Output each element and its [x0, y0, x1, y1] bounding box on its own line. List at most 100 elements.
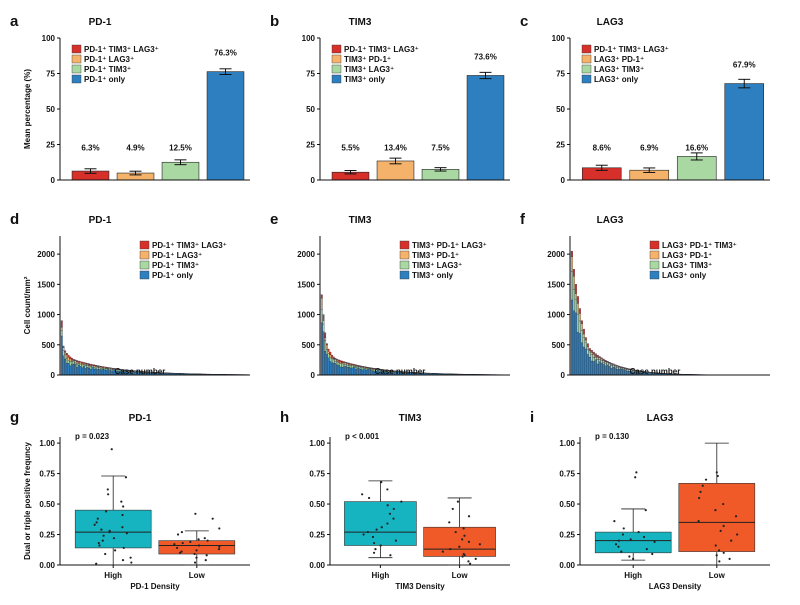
stack-segment — [73, 359, 75, 360]
stack-segment — [365, 368, 367, 369]
data-point — [448, 521, 450, 523]
stack-segment — [585, 340, 587, 342]
stack-segment — [577, 332, 579, 375]
stack-segment — [350, 366, 352, 368]
stack-segment — [340, 363, 342, 367]
data-point — [100, 529, 102, 531]
stack-segment — [585, 342, 587, 349]
stack-segment — [364, 369, 366, 375]
data-point — [389, 554, 391, 556]
stack-segment — [75, 362, 77, 364]
stack-segment — [348, 363, 350, 364]
legend-swatch — [650, 271, 659, 279]
stack-segment — [92, 367, 94, 375]
legend-swatch — [400, 261, 409, 269]
stack-segment — [76, 362, 78, 364]
stack-segment — [605, 360, 607, 361]
stack-segment — [78, 363, 80, 365]
y-tick-label: 1.00 — [39, 439, 55, 448]
data-point — [729, 558, 731, 560]
stack-segment — [107, 370, 109, 375]
panel-title: PD-1 — [89, 215, 112, 226]
data-point — [618, 540, 620, 542]
stack-segment — [593, 352, 595, 354]
stack-segment — [350, 364, 352, 365]
data-point — [723, 525, 725, 527]
data-point — [400, 501, 402, 503]
data-label: 12.5% — [169, 144, 192, 153]
stack-segment — [102, 368, 104, 369]
stack-segment — [63, 350, 65, 356]
stack-segment — [71, 361, 73, 364]
data-point — [368, 497, 370, 499]
stack-segment — [75, 361, 77, 363]
stack-segment — [104, 367, 106, 368]
stack-segment — [105, 367, 107, 368]
stack-segment — [336, 359, 338, 360]
stack-segment — [622, 368, 624, 369]
stack-segment — [593, 354, 595, 357]
stack-segment — [97, 369, 99, 375]
stack-segment — [345, 366, 347, 375]
stack-segment — [626, 371, 628, 375]
stack-segment — [68, 360, 70, 363]
stack-segment — [95, 369, 97, 375]
stack-segment — [66, 353, 68, 355]
data-point — [177, 533, 179, 535]
stack-segment — [100, 370, 102, 375]
legend-swatch — [140, 241, 149, 249]
stack-segment — [352, 364, 354, 365]
y-tick-label: 75 — [556, 70, 565, 79]
stack-segment — [104, 368, 106, 369]
stack-segment — [64, 359, 66, 375]
y-tick-label: 500 — [302, 341, 316, 350]
data-label: 4.9% — [126, 144, 144, 153]
stack-segment — [328, 354, 330, 358]
stack-segment — [330, 355, 332, 358]
legend-swatch — [400, 251, 409, 259]
stack-segment — [326, 345, 328, 350]
stack-segment — [82, 368, 84, 375]
stack-segment — [621, 369, 623, 375]
y-tick-label: 2000 — [547, 250, 565, 259]
stack-segment — [324, 338, 326, 341]
data-point — [635, 471, 637, 473]
data-point — [468, 541, 470, 543]
stack-segment — [328, 351, 330, 353]
stack-segment — [93, 367, 95, 369]
stack-segment — [355, 367, 357, 369]
stack-segment — [573, 311, 575, 375]
stack-segment — [355, 365, 357, 366]
data-point — [218, 527, 220, 529]
data-label: 67.9% — [733, 61, 756, 70]
data-point — [95, 563, 97, 565]
stack-segment — [97, 367, 99, 368]
stack-segment — [109, 369, 111, 370]
y-tick-label: 1500 — [297, 280, 315, 289]
stack-segment — [63, 347, 65, 350]
stack-segment — [112, 368, 114, 369]
stack-segment — [93, 365, 95, 366]
data-point — [367, 531, 369, 533]
legend-entry: LAG3⁺ PD-1⁺ — [594, 55, 644, 64]
stack-segment — [335, 358, 337, 359]
data-label: 76.3% — [214, 49, 237, 58]
stack-segment — [92, 366, 94, 367]
data-point — [373, 542, 375, 544]
stack-segment — [581, 324, 583, 331]
y-tick-label: 0.25 — [559, 531, 575, 540]
stack-segment — [324, 341, 326, 351]
data-point — [467, 560, 469, 562]
stack-segment — [357, 368, 359, 375]
data-point — [102, 540, 104, 542]
stack-segment — [365, 369, 367, 370]
stack-segment — [321, 298, 323, 309]
stack-segment — [100, 366, 102, 367]
data-point — [462, 555, 464, 557]
data-point — [114, 549, 116, 551]
data-point — [380, 481, 382, 483]
x-axis-label: Case number — [115, 367, 166, 376]
x-tick-label: Low — [452, 571, 469, 580]
stack-segment — [593, 358, 595, 362]
stack-segment — [87, 367, 89, 375]
